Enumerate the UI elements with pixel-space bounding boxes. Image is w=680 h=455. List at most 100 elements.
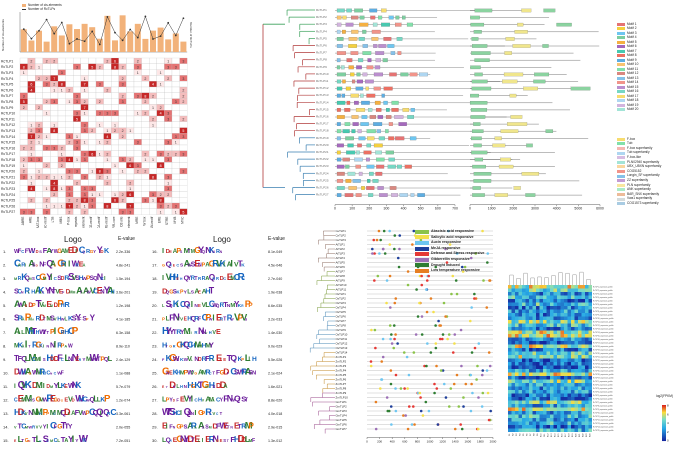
motif-logo-letter: S: [173, 290, 177, 296]
cis-count: 2: [106, 89, 108, 93]
motif-box: [336, 29, 341, 34]
tree-gene-label: RcTLP2: [316, 15, 327, 19]
motif-logo-letter: Y: [50, 249, 54, 255]
motif-logo-letter: R: [194, 330, 197, 335]
expression-cell: [543, 306, 547, 310]
expression-cell: [546, 362, 550, 366]
cis-cell: [141, 202, 150, 209]
expression-cell: [574, 323, 578, 327]
motif-logo-letter: F: [79, 317, 82, 322]
cis-cell: [133, 150, 142, 157]
expression-cell: [578, 393, 582, 397]
sample-label: S16: [561, 433, 563, 437]
expression-cell: [581, 414, 585, 418]
cis-count: 3: [84, 152, 86, 156]
expression-cell: [588, 348, 592, 352]
motif-number: 28.: [152, 411, 158, 416]
expression-cell: [511, 393, 515, 397]
motif-evalue: 4.8e-241: [116, 264, 130, 268]
cis-count: 2: [122, 129, 124, 133]
cis-marker: [407, 373, 411, 377]
expression-cell: [550, 390, 554, 394]
motif-logo-letter: I: [162, 273, 164, 282]
motif-logo-letter: D: [166, 249, 170, 255]
motif-logo-letter: S: [32, 276, 35, 281]
colorbar-segment: [662, 412, 666, 414]
expression-cell: [532, 393, 536, 397]
expression-cell: [525, 334, 529, 338]
cis-count: 3: [84, 123, 86, 127]
cis-marker: [474, 252, 478, 255]
expression-cell: [581, 330, 585, 334]
expression-cell: [560, 344, 564, 348]
expression-cell: [550, 285, 554, 289]
cis-count: 2: [137, 60, 139, 64]
expression-cell: [567, 365, 571, 369]
expression-cell: [508, 369, 512, 373]
motif-logo-letter: H: [169, 264, 172, 268]
expression-cell: [539, 365, 543, 369]
expression-cell: [557, 365, 561, 369]
motif-legend-item: Motif 17: [617, 94, 638, 99]
element-label: ARE: [28, 217, 32, 224]
motif-logo-letter: K: [21, 410, 26, 417]
element-label: AuxRR-core: [112, 216, 116, 228]
motif-logo-letter: Y: [97, 245, 103, 255]
motif-logo-letter: D: [100, 249, 103, 254]
cis-cell: [42, 69, 51, 76]
cis-count: 2: [46, 77, 48, 81]
motif-logo-letter: D: [54, 303, 59, 309]
expression-cell: [532, 397, 536, 401]
tree-gene-label: RcTLP12: [316, 86, 329, 90]
cis-count: 1: [160, 71, 162, 75]
motif-logo-letter: A: [35, 286, 42, 297]
cis-cell: [179, 144, 188, 151]
expression-cell: [588, 428, 592, 432]
heatmap-row-label: RcTLP12_expression_profile: [593, 420, 614, 422]
domain-legend-item: UBX_UBXN superfamily: [617, 165, 661, 170]
motif-logo-letter: S: [166, 299, 172, 309]
expression-cell: [543, 358, 547, 362]
cis-cell: [171, 104, 180, 111]
expression-cell: [529, 428, 533, 432]
motif-legend-label: Motif 20: [627, 107, 639, 112]
motif-logo-letter: M: [198, 344, 202, 350]
expression-cell: [581, 407, 585, 411]
cis-count: 3: [23, 210, 25, 214]
cis-cell: [50, 92, 59, 99]
cis-marker: [389, 337, 392, 341]
cis-cell: [133, 75, 142, 82]
expression-cell: [560, 295, 564, 299]
left-axis-label: Number of cis-elements: [1, 19, 5, 51]
cis-count: 3: [53, 100, 55, 104]
cis-axis-tick-label: 800: [415, 440, 420, 444]
motif-box: [366, 164, 375, 169]
heatmap-row-label: RcTLP21_expression_profile: [593, 357, 614, 359]
exon-box: [570, 86, 591, 91]
expression-cell: [585, 362, 589, 366]
element-label: MYB: [173, 217, 177, 224]
expression-cell: [553, 421, 557, 425]
cis-count-bar: [20, 29, 27, 52]
expression-cell: [578, 341, 582, 345]
exon-box: [471, 79, 488, 84]
motif-legend-item: Motif 12: [617, 71, 638, 77]
motif-logo-letter: H: [162, 326, 169, 337]
motif-logo-letter: D: [46, 384, 50, 390]
cis-cell: [65, 110, 74, 117]
expression-cell: [564, 376, 568, 380]
cis-cell: [35, 191, 43, 198]
cis-cell: [27, 69, 36, 76]
motif-logo-letter: V: [180, 317, 184, 323]
expression-cell: [553, 327, 557, 331]
cis-cell: [171, 185, 180, 192]
motif-logo-letter: R: [36, 316, 41, 323]
cis-cell: [80, 63, 89, 70]
expression-cell: [525, 379, 529, 383]
motif-logo-letter: K: [238, 303, 242, 309]
cis-count: 2: [129, 181, 131, 185]
expression-cell: [553, 309, 557, 313]
cis-count: 1: [152, 106, 154, 110]
motif-logo-letter: E: [216, 313, 222, 323]
cis-cell: [133, 133, 142, 140]
